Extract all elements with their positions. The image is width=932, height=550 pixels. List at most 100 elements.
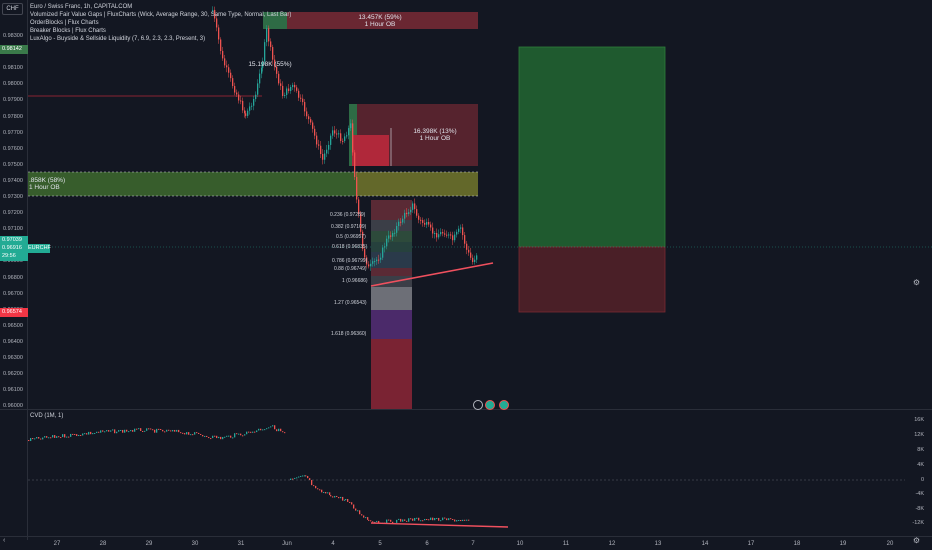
candle <box>354 152 356 177</box>
chevron-left-icon[interactable]: ‹ <box>3 537 6 544</box>
earnings-icon[interactable] <box>499 400 509 410</box>
candle <box>450 234 452 236</box>
cvd-candle <box>294 477 296 479</box>
candle <box>474 259 476 262</box>
candle <box>251 105 253 107</box>
cvd-candle <box>98 431 100 433</box>
cvd-candle <box>372 521 374 523</box>
candle <box>444 233 446 235</box>
candle <box>242 100 244 111</box>
legend-indicator-liquidity[interactable]: LuxAlgo - Buyside & Sellside Liquidity (… <box>30 36 206 42</box>
cvd-candle <box>218 436 220 439</box>
cvd-candle <box>72 433 74 435</box>
legend-symbol[interactable]: Euro / Swiss Franc, 1h, CAPITALCOM <box>30 4 133 10</box>
candle <box>284 94 286 96</box>
trend-line[interactable] <box>370 262 494 287</box>
candle <box>220 39 222 51</box>
gear-icon[interactable]: ⚙ <box>912 278 920 287</box>
long-position-loss-zone[interactable] <box>518 246 666 313</box>
cvd-candle <box>282 431 284 433</box>
cvd-candle <box>38 437 40 439</box>
cvd-candle <box>234 433 236 438</box>
cvd-candle <box>454 519 456 522</box>
cvd-candle <box>304 475 306 477</box>
candle <box>378 259 380 261</box>
cvd-candle <box>80 434 82 436</box>
cvd-candle <box>270 426 272 428</box>
legend-indicator-breaker[interactable]: Breaker Blocks | Flux Charts <box>30 28 106 34</box>
cvd-candle <box>224 436 226 438</box>
cvd-candle <box>336 495 338 498</box>
candle <box>318 144 320 146</box>
cvd-axis-label: 8K <box>917 447 924 453</box>
cvd-candle <box>82 433 84 436</box>
fib-0618: 0.618 (0.96835) <box>332 244 368 250</box>
fib-retracement[interactable] <box>371 200 412 409</box>
price-axis-label: 0.96700 <box>3 290 23 297</box>
cvd-candle <box>378 520 380 524</box>
event-icon[interactable] <box>473 400 483 410</box>
cvd-candle <box>349 501 351 503</box>
cvd-candle <box>122 429 124 433</box>
cvd-candle <box>196 432 198 434</box>
cvd-candle <box>78 434 80 437</box>
candle <box>338 133 340 135</box>
cvd-axis-label: 16K <box>914 417 924 423</box>
long-position-profit-zone[interactable] <box>518 46 666 248</box>
price-tag-countdown: 29:56 <box>0 252 28 261</box>
cvd-candle <box>102 430 104 432</box>
legend-indicator-fvg[interactable]: Volumized Fair Value Gaps | FluxCharts (… <box>30 12 292 18</box>
candle <box>276 66 278 74</box>
order-block-top[interactable] <box>263 12 478 29</box>
cvd-candle <box>342 496 344 501</box>
cvd-candle <box>200 434 202 436</box>
cvd-candle <box>298 476 300 478</box>
candle <box>386 238 388 247</box>
time-axis-label: 6 <box>425 541 429 547</box>
candle <box>452 235 454 241</box>
candle <box>384 246 386 248</box>
candle <box>358 199 360 215</box>
gear-icon[interactable]: ⚙ <box>912 536 920 545</box>
fib-127: 1.27 (0.96543) <box>334 300 367 306</box>
cvd-candle <box>254 431 256 433</box>
cvd-candle <box>148 428 150 430</box>
candle <box>262 61 264 68</box>
cvd-candle <box>446 518 448 521</box>
cvd-candle <box>126 429 128 432</box>
time-axis-label: 31 <box>237 541 245 547</box>
price-axis-label: 0.97200 <box>3 210 23 217</box>
candle <box>402 218 404 223</box>
cvd-candle <box>272 425 274 427</box>
cvd-candle <box>84 433 86 435</box>
currency-tag[interactable]: CHF <box>2 3 23 15</box>
legend-indicator-orderblocks[interactable]: OrderBlocks | Flux Charts <box>30 20 99 26</box>
cvd-candle <box>434 517 436 521</box>
candle <box>292 84 294 87</box>
candle <box>460 227 462 229</box>
cvd-candle <box>460 520 462 522</box>
cvd-candle <box>296 477 298 479</box>
cvd-candle <box>210 438 212 440</box>
cvd-candle <box>56 436 58 438</box>
cvd-candle <box>412 518 414 521</box>
candle <box>356 176 358 200</box>
candle <box>414 203 416 210</box>
time-axis-label: 11 <box>562 541 570 547</box>
cvd-candle <box>208 436 210 439</box>
cvd-trend-line[interactable] <box>370 522 509 528</box>
dividend-icon[interactable] <box>485 400 495 410</box>
price-tag-low: 0.96574 <box>0 308 28 317</box>
cvd-candle <box>307 475 309 479</box>
cvd-axis-label: -12K <box>912 520 924 526</box>
candle <box>336 133 338 135</box>
cvd-candle <box>398 518 400 520</box>
cvd-candle <box>248 431 250 433</box>
cvd-axis-label: -4K <box>915 491 924 497</box>
cvd-candle <box>230 435 232 438</box>
candle <box>476 255 478 260</box>
cvd-legend[interactable]: CVD (1M, 1) <box>30 413 64 419</box>
cvd-candle <box>340 496 342 499</box>
cvd-candle <box>361 514 363 516</box>
